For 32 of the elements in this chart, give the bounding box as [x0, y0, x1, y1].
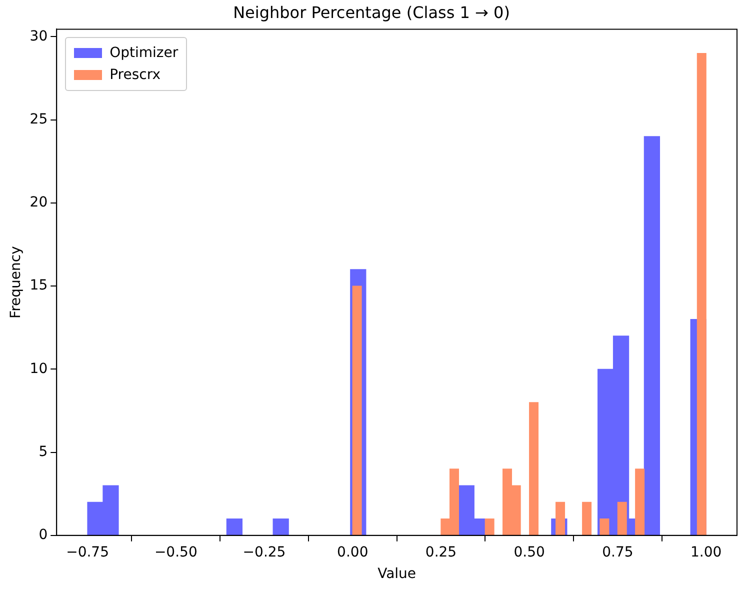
y-tick-label: 10 — [30, 360, 48, 377]
y-tick-label: 30 — [30, 28, 48, 44]
x-tick-label: 1.00 — [690, 544, 722, 560]
y-tick-label: 15 — [30, 278, 48, 294]
x-tick-label: 0.25 — [425, 544, 457, 560]
y-tick-label: 20 — [30, 194, 48, 211]
bar — [696, 52, 706, 536]
bar — [529, 402, 539, 536]
x-tick-label: −0.75 — [66, 544, 109, 560]
x-tick-label: −0.50 — [154, 544, 198, 560]
x-tick-label: 0.00 — [337, 544, 368, 560]
chart-title: Neighbor Percentage (Class 1 → 0) — [233, 2, 510, 22]
bar — [272, 518, 289, 536]
bar — [635, 468, 645, 536]
x-tick-label: 0.75 — [602, 544, 634, 560]
bar — [644, 136, 660, 536]
bar — [617, 502, 627, 536]
y-tick-label: 25 — [30, 111, 48, 128]
bar — [582, 502, 592, 536]
bar — [556, 502, 566, 536]
x-axis-title: Value — [378, 566, 416, 582]
bar — [226, 518, 243, 536]
y-tick-label: 0 — [38, 527, 48, 544]
y-axis-title: Frequency — [8, 246, 24, 318]
bar — [600, 518, 610, 536]
y-tick-label: 5 — [38, 444, 48, 460]
bar — [484, 518, 494, 536]
legend-label: Optimizer — [110, 45, 178, 62]
x-tick-label: −0.25 — [242, 544, 286, 560]
x-tick-label: 0.50 — [514, 544, 545, 560]
bar — [352, 286, 362, 536]
legend-label: Prescrx — [110, 67, 161, 84]
